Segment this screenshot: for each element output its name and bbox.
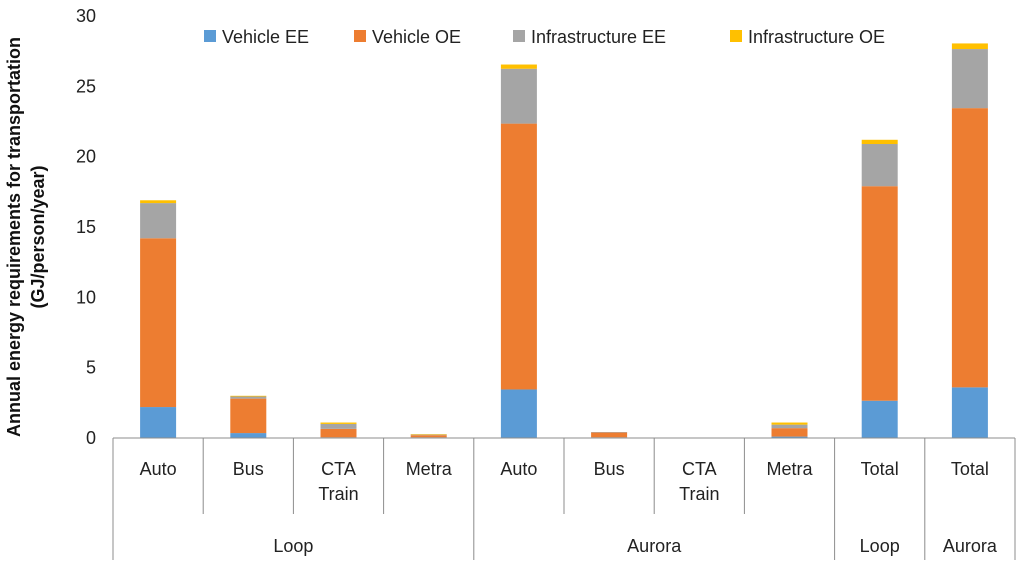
- bar-segment-vehicle-oe: [230, 398, 267, 434]
- y-axis-label: Annual energy requirements for transport…: [4, 37, 48, 437]
- axes: [112, 437, 1016, 560]
- category-label: Total: [861, 459, 899, 479]
- category-label: Bus: [233, 459, 264, 479]
- y-axis-label-line: Annual energy requirements for transport…: [4, 37, 24, 437]
- bar-segment-infrastructure-oe: [771, 422, 808, 425]
- bar-segment-vehicle-ee: [500, 389, 537, 438]
- bar-segment-infrastructure-ee: [140, 203, 177, 239]
- category-label: Auto: [140, 459, 177, 479]
- bar-segment-vehicle-oe: [951, 108, 988, 388]
- legend-label: Infrastructure EE: [531, 27, 666, 47]
- y-axis-ticks: 0 5 10 15 20 25 30: [76, 6, 96, 448]
- legend-label: Vehicle EE: [222, 27, 309, 47]
- y-tick-label: 0: [86, 428, 96, 448]
- bar-segment-infrastructure-ee: [500, 68, 537, 124]
- legend: Vehicle EE Vehicle OE Infrastructure EE Inf…: [204, 27, 885, 47]
- bar-segment-vehicle-oe: [591, 432, 628, 438]
- bar-segment-infrastructure-oe: [500, 64, 537, 69]
- group-labels: Loop Aurora Loop Aurora: [273, 536, 998, 556]
- category-label: Train: [679, 484, 719, 504]
- legend-swatch: [354, 30, 366, 42]
- bar-segment-infrastructure-ee: [951, 49, 988, 109]
- bar-segment-vehicle-oe: [140, 238, 177, 408]
- y-axis-label-line: (GJ/person/year): [28, 165, 48, 308]
- bar-segment-infrastructure-oe: [320, 422, 357, 424]
- bar-segment-infrastructure-oe: [230, 395, 267, 397]
- category-label: Metra: [406, 459, 453, 479]
- bar-segment-vehicle-ee: [771, 436, 808, 438]
- bar-segment-infrastructure-ee: [230, 396, 267, 399]
- legend-swatch: [513, 30, 525, 42]
- bar-segment-vehicle-ee: [861, 400, 898, 438]
- group-label: Loop: [860, 536, 900, 556]
- bar-segment-infrastructure-ee: [771, 424, 808, 429]
- y-tick-label: 25: [76, 76, 96, 96]
- bar-segment-infrastructure-ee: [591, 432, 628, 433]
- bar-segment-infrastructure-oe: [861, 139, 898, 145]
- bar-segment-infrastructure-oe: [140, 200, 177, 204]
- category-label: Total: [951, 459, 989, 479]
- y-tick-label: 15: [76, 217, 96, 237]
- group-label: Loop: [273, 536, 313, 556]
- bar-segment-infrastructure-oe: [410, 434, 447, 435]
- category-label: CTA: [682, 459, 717, 479]
- group-label: Aurora: [943, 536, 998, 556]
- legend-label: Vehicle OE: [372, 27, 461, 47]
- y-tick-label: 30: [76, 6, 96, 26]
- bar-segment-infrastructure-ee: [861, 144, 898, 187]
- category-labels: Auto Bus CTA Train Metra Auto Bus CTA Train Metra…: [140, 459, 989, 504]
- legend-label: Infrastructure OE: [748, 27, 885, 47]
- bar-segment-vehicle-ee: [140, 407, 177, 438]
- bar-segment-infrastructure-ee: [320, 423, 357, 429]
- legend-swatch: [730, 30, 742, 42]
- bar-segment-vehicle-ee: [951, 387, 988, 438]
- y-tick-label: 5: [86, 358, 96, 378]
- category-label: Auto: [500, 459, 537, 479]
- bar-segment-vehicle-oe: [410, 435, 447, 438]
- bar-segment-vehicle-oe: [861, 186, 898, 401]
- category-label: Train: [318, 484, 358, 504]
- bar-segment-vehicle-oe: [500, 123, 537, 390]
- bar-segment-infrastructure-ee: [410, 434, 447, 436]
- y-tick-label: 10: [76, 287, 96, 307]
- bars: [140, 43, 988, 438]
- category-label: CTA: [321, 459, 356, 479]
- bar-segment-infrastructure-oe: [951, 43, 988, 50]
- category-label: Bus: [594, 459, 625, 479]
- bar-segment-vehicle-oe: [771, 428, 808, 437]
- bar-segment-vehicle-oe: [320, 428, 357, 438]
- legend-swatch: [204, 30, 216, 42]
- group-label: Aurora: [627, 536, 682, 556]
- category-label: Metra: [766, 459, 813, 479]
- y-tick-label: 20: [76, 147, 96, 167]
- bar-segment-vehicle-ee: [230, 433, 267, 438]
